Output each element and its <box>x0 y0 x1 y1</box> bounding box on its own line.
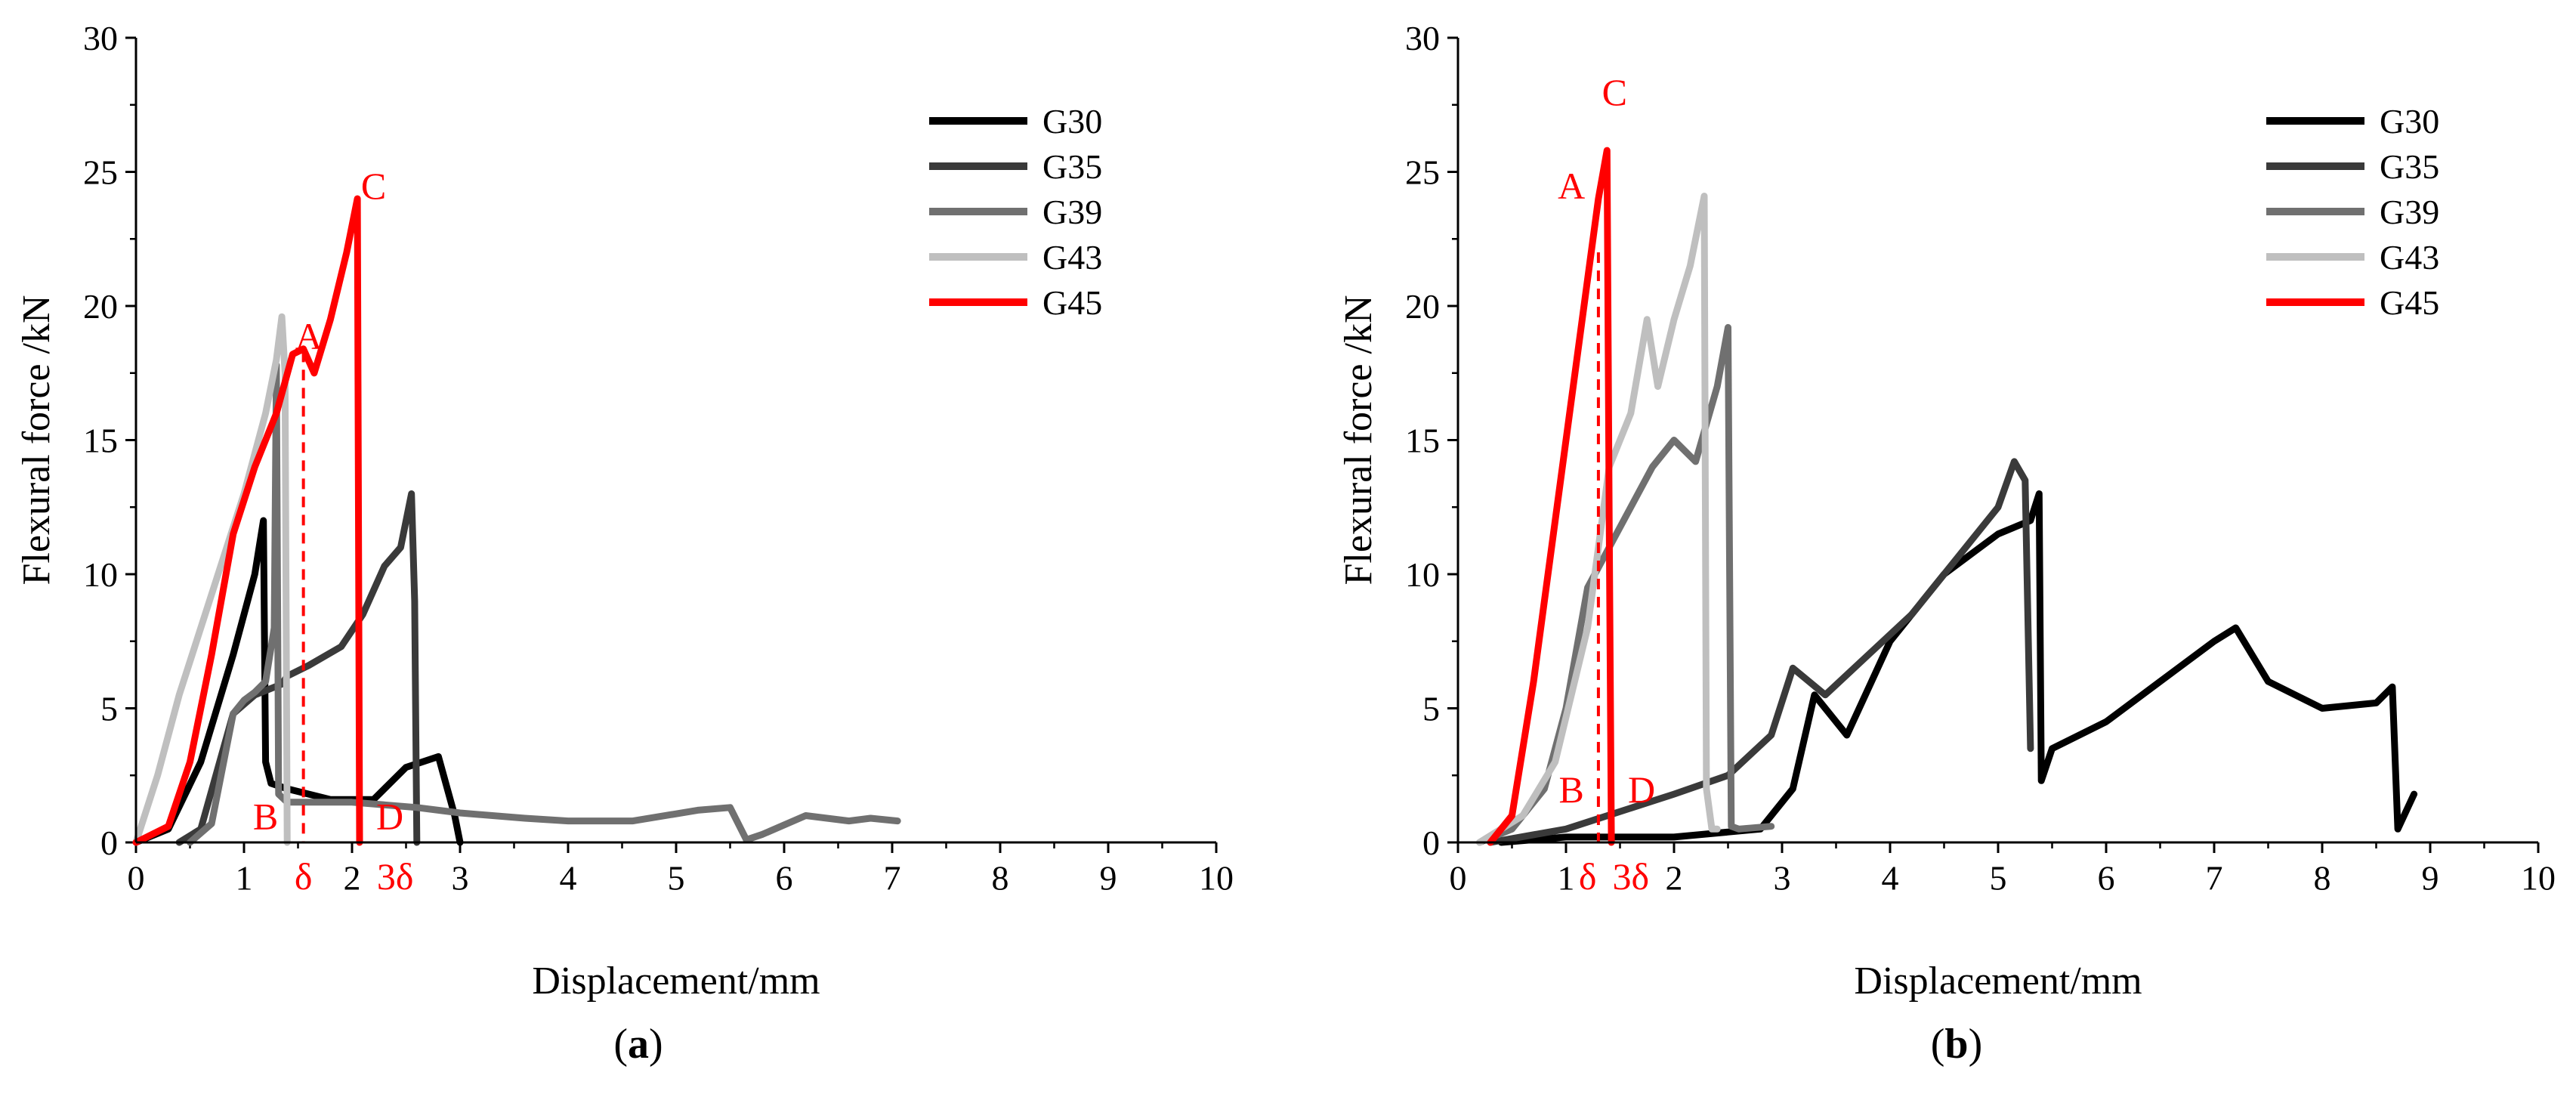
panel-a-y-tick-label: 20 <box>83 287 118 326</box>
panel-a-x-tick-label: 10 <box>1199 858 1234 897</box>
panel-b: 0 5 10 15 20 25 30 0 1 2 3 4 5 6 7 8 9 1… <box>1337 19 2556 1068</box>
panel-a-y-ticks <box>125 36 136 844</box>
panel-b-legend-label-g35: G35 <box>2380 147 2439 186</box>
panel-a-annotation-a: A <box>295 315 323 357</box>
panel-a-x-tick-label: 5 <box>668 858 685 897</box>
panel-a-y-axis-label: Flexural force /kN <box>15 295 58 585</box>
panel-b-legend-label-g43: G43 <box>2380 238 2439 277</box>
panel-b-annotation-c: C <box>1602 71 1627 113</box>
panel-a-caption: (a) <box>613 1021 663 1068</box>
panel-a-legend: G30 G35 G39 G43 G45 <box>929 102 1102 322</box>
panel-b-x-tick-label: 6 <box>2098 858 2115 897</box>
panel-a-caption-letter: a <box>628 1021 649 1068</box>
panel-b-y-axis-label: Flexural force /kN <box>1337 295 1380 585</box>
panel-b-y-tick-label: 30 <box>1405 19 1440 57</box>
panel-b-caption: (b) <box>1931 1021 1982 1068</box>
panel-b-annotation-a: A <box>1558 165 1585 207</box>
panel-a-series-g45 <box>132 195 363 846</box>
panel-a-annotation-delta: δ <box>295 855 313 898</box>
panel-b-y-tick-label: 20 <box>1405 287 1440 326</box>
panel-b-legend-label-g39: G39 <box>2380 193 2439 231</box>
panel-a-x-tick-label: 4 <box>560 858 577 897</box>
panel-b-tick-labels: 0 5 10 15 20 25 30 0 1 2 3 4 5 6 7 8 9 1… <box>1405 19 2556 897</box>
panel-a-x-tick-label: 3 <box>452 858 469 897</box>
panel-a-series-g39 <box>187 361 901 846</box>
panel-b-x-tick-label: 1 <box>1558 858 1575 897</box>
panel-b-legend: G30 G35 G39 G43 G45 <box>2266 102 2439 322</box>
panel-b-series <box>1476 147 2418 846</box>
panel-a-annotation-c: C <box>361 165 386 207</box>
panel-b-y-ticks <box>1447 36 1458 844</box>
panel-a-x-ticks <box>134 842 1218 853</box>
panel-b-x-tick-label: 3 <box>1774 858 1791 897</box>
panel-a-x-tick-label: 2 <box>344 858 361 897</box>
panel-b-x-tick-label: 0 <box>1450 858 1467 897</box>
panel-b-x-tick-label: 2 <box>1666 858 1683 897</box>
panel-a-y-tick-label: 0 <box>100 824 118 862</box>
panel-a-y-tick-label: 10 <box>83 555 118 594</box>
panel-a-y-tick-label: 30 <box>83 19 118 57</box>
panel-b-x-axis-label: Displacement/mm <box>1854 960 2142 1003</box>
panel-a-legend-label-g45: G45 <box>1042 283 1102 322</box>
panel-b-x-tick-label: 4 <box>1882 858 1899 897</box>
panel-a-annotation-b: B <box>253 795 278 837</box>
panel-b-series-g43 <box>1476 193 1721 846</box>
panel-b-x-ticks <box>1456 842 2540 853</box>
panel-a-legend-label-g39: G39 <box>1042 193 1102 231</box>
panel-b-y-tick-label: 15 <box>1405 422 1440 460</box>
panel-a-x-tick-label: 1 <box>236 858 253 897</box>
panel-b-y-tick-label: 5 <box>1422 690 1440 728</box>
panel-b-legend-label-g30: G30 <box>2380 102 2439 141</box>
panel-a-x-axis-label: Displacement/mm <box>532 960 820 1003</box>
panel-b-y-tick-label: 0 <box>1422 824 1440 862</box>
panel-b-annotation-three-delta: 3δ <box>1613 855 1650 898</box>
panel-a-y-tick-label: 15 <box>83 422 118 460</box>
panel-a: 0 5 10 15 20 25 30 0 1 2 3 4 5 6 7 8 9 1… <box>15 19 1234 1068</box>
panel-a-annotation-three-delta: 3δ <box>377 855 414 898</box>
panel-b-y-tick-label: 25 <box>1405 153 1440 192</box>
panel-a-x-tick-label: 7 <box>884 858 901 897</box>
panel-b-series-g35 <box>1487 458 2034 846</box>
panel-b-series-g30 <box>1497 490 2418 846</box>
panel-a-x-tick-label: 8 <box>992 858 1009 897</box>
panel-a-annotation-d: D <box>376 795 403 837</box>
panel-b-annotations: A B C D δ 3δ <box>1558 71 1655 898</box>
panel-b-x-tick-label: 10 <box>2521 858 2556 897</box>
panel-b-legend-label-g45: G45 <box>2380 283 2439 322</box>
panel-b-annotation-delta: δ <box>1579 855 1597 898</box>
panel-a-y-tick-label: 5 <box>100 690 118 728</box>
panel-a-x-tick-label: 9 <box>1100 858 1117 897</box>
panel-a-x-tick-label: 6 <box>776 858 793 897</box>
panel-a-tick-labels: 0 5 10 15 20 25 30 0 1 2 3 4 5 6 7 8 9 1… <box>83 19 1234 897</box>
panel-a-series <box>132 195 901 846</box>
panel-b-x-tick-label: 5 <box>1990 858 2007 897</box>
panel-b-caption-letter: b <box>1944 1021 1968 1068</box>
panel-b-x-tick-label: 9 <box>2422 858 2439 897</box>
panel-a-legend-label-g35: G35 <box>1042 147 1102 186</box>
panel-b-annotation-b: B <box>1558 768 1583 811</box>
panel-b-series-g45 <box>1487 147 1615 846</box>
panel-a-legend-label-g43: G43 <box>1042 238 1102 277</box>
panel-a-x-tick-label: 0 <box>128 858 145 897</box>
panel-a-series-g30 <box>132 517 464 846</box>
panel-a-y-tick-label: 25 <box>83 153 118 192</box>
panel-b-x-tick-label: 8 <box>2314 858 2331 897</box>
panel-a-annotations: A B C D δ 3δ <box>253 165 414 898</box>
panel-b-x-tick-label: 7 <box>2206 858 2223 897</box>
panel-b-y-tick-label: 10 <box>1405 555 1440 594</box>
panel-b-annotation-d: D <box>1628 768 1655 811</box>
panel-a-legend-label-g30: G30 <box>1042 102 1102 141</box>
